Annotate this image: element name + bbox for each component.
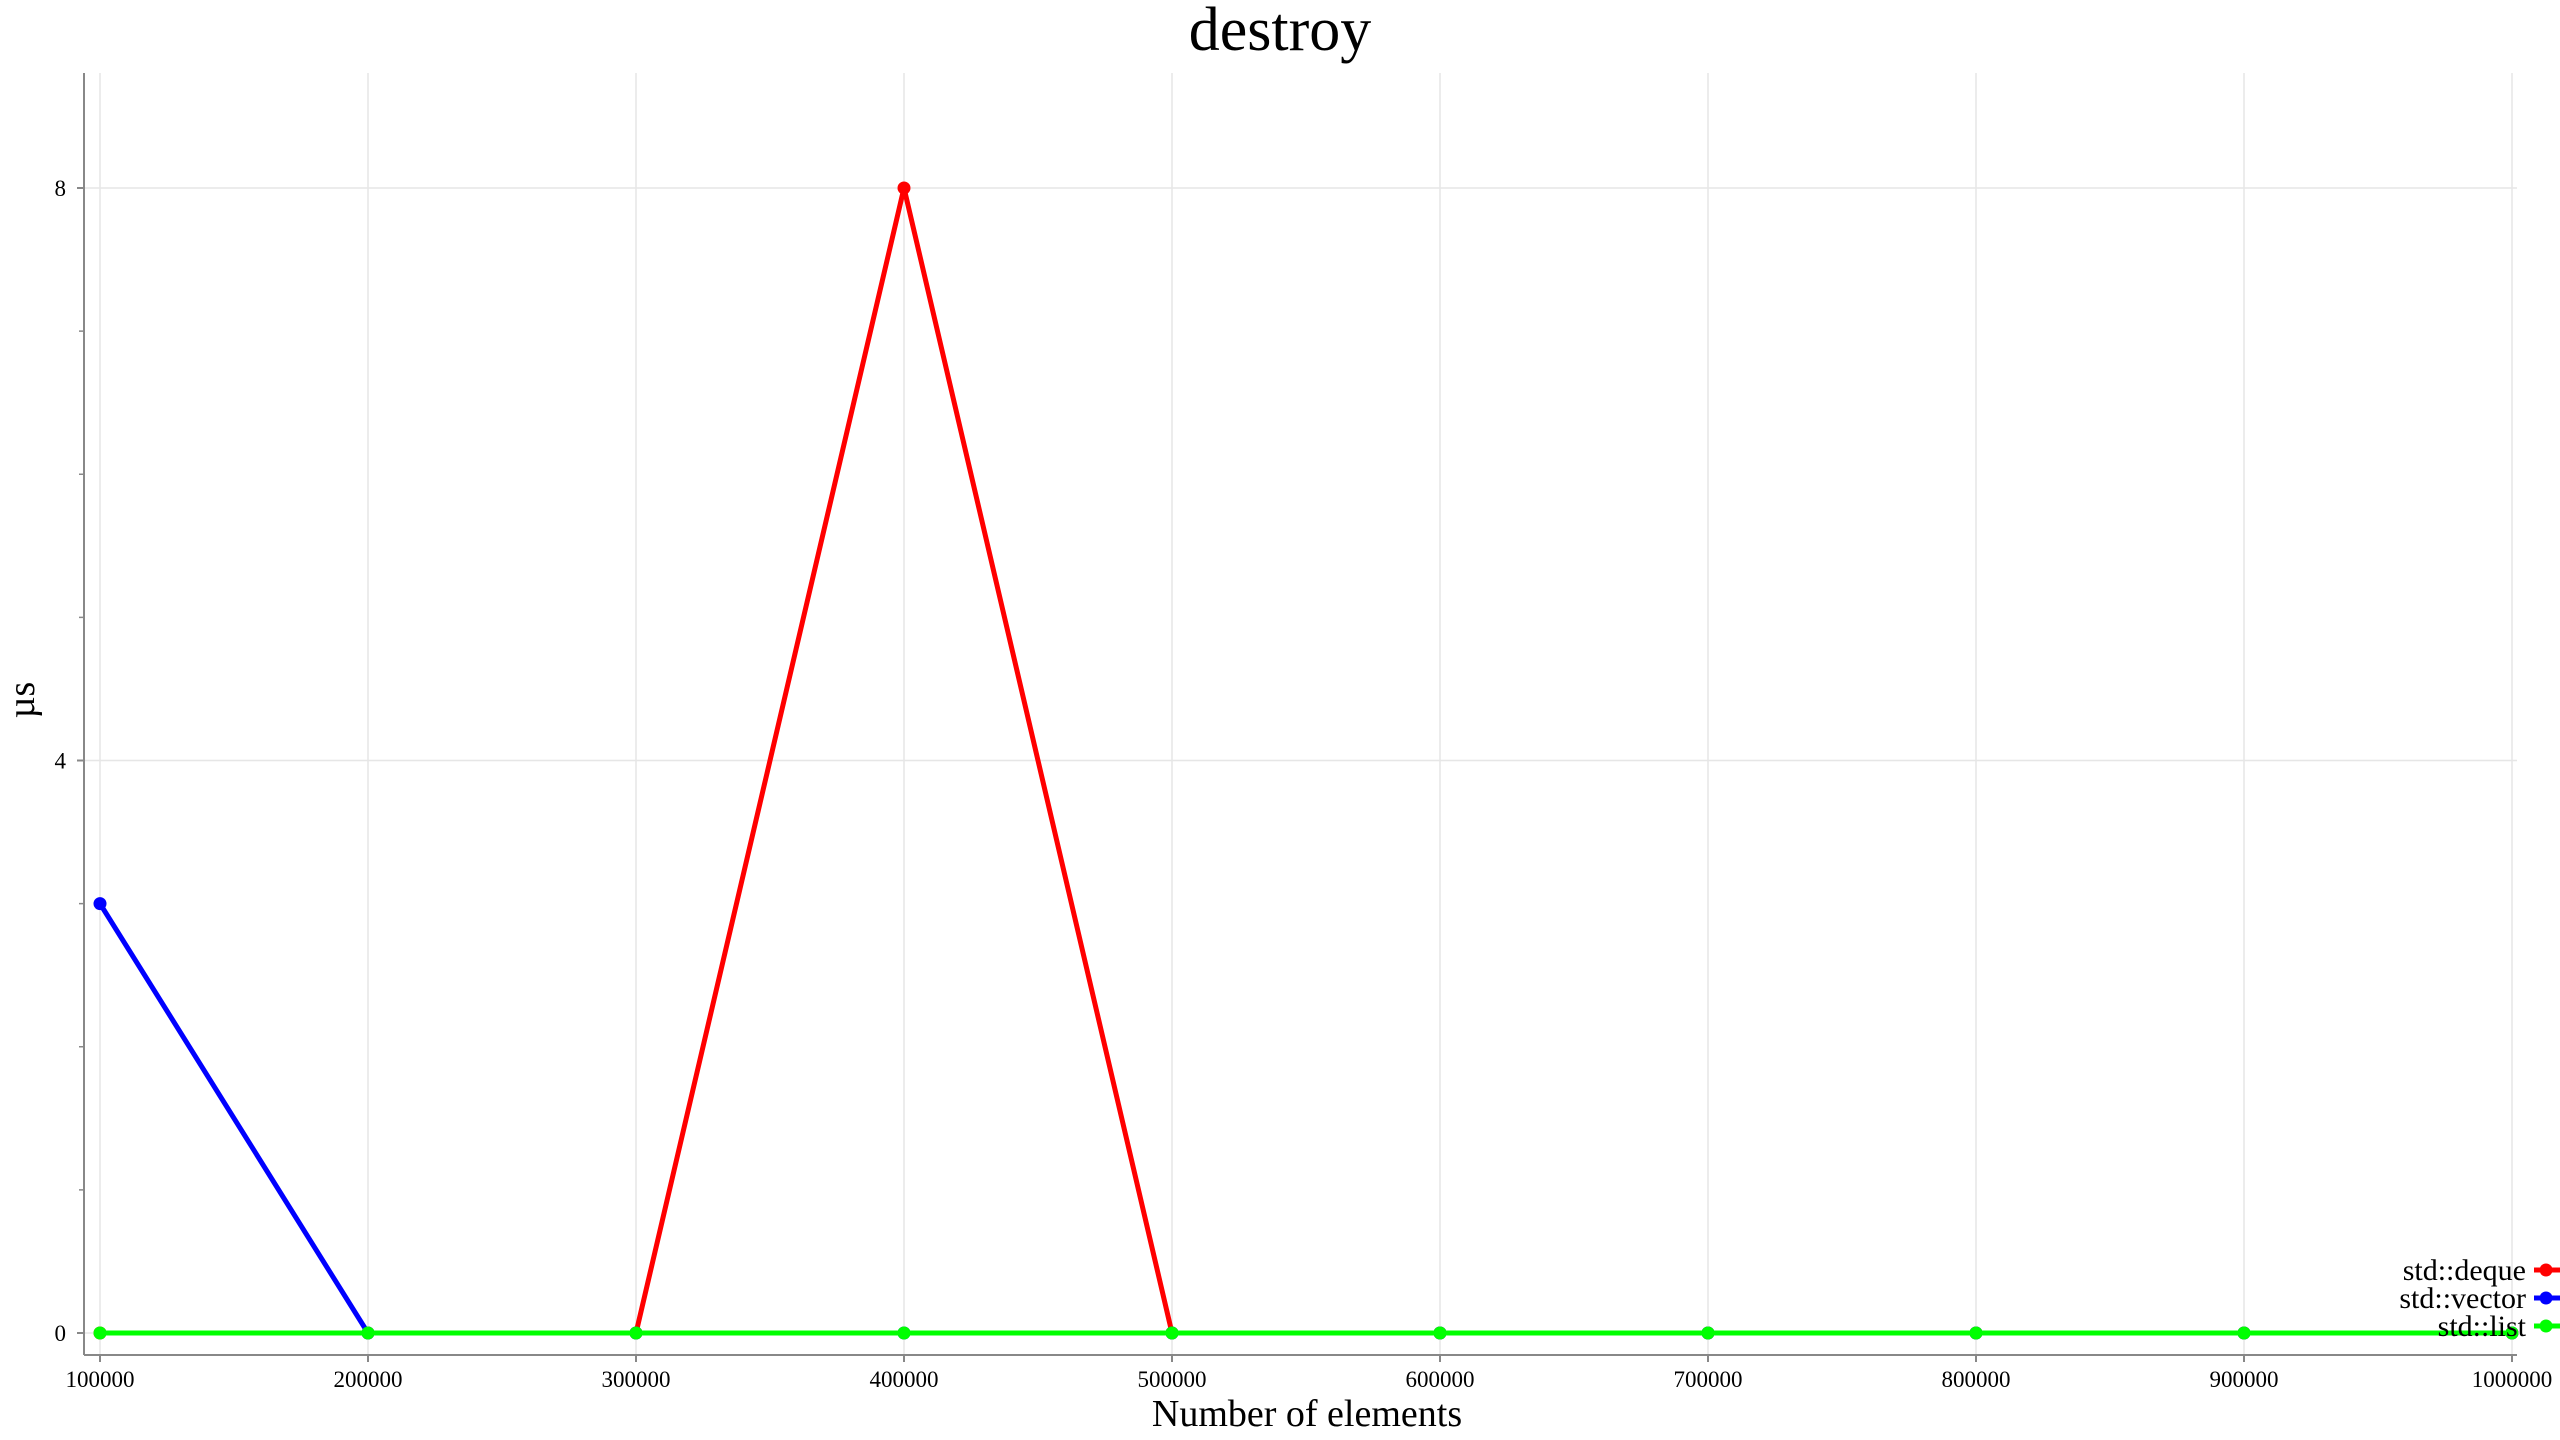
- axes: [83, 73, 2517, 1356]
- legend-label: std::deque: [2403, 1254, 2526, 1287]
- x-axis-label: Number of elements: [1152, 1393, 1462, 1435]
- legend-swatch-marker: [2539, 1319, 2553, 1333]
- x-tick-label: 400000: [870, 1367, 939, 1392]
- y-axis-label: µs: [1, 682, 43, 719]
- x-tick-label: 200000: [334, 1367, 403, 1392]
- y-ticks: 0 4 8: [55, 176, 84, 1346]
- x-tick-label: 300000: [602, 1367, 671, 1392]
- series-std-vector: [93, 897, 2519, 1340]
- data-point: [93, 897, 107, 911]
- data-point: [1701, 1326, 1715, 1340]
- series-std-list: [93, 1326, 2519, 1340]
- x-tick-label: 500000: [1138, 1367, 1207, 1392]
- legend-label: std::vector: [2399, 1282, 2526, 1315]
- data-point: [897, 181, 911, 195]
- chart-title: destroy: [1189, 0, 1372, 64]
- x-tick-label: 700000: [1674, 1367, 1743, 1392]
- y-tick-label: 0: [55, 1321, 67, 1346]
- data-point: [2505, 1326, 2519, 1340]
- data-point: [1433, 1326, 1447, 1340]
- data-point: [361, 1326, 375, 1340]
- grid: [84, 73, 2517, 1355]
- legend-swatch-marker: [2539, 1291, 2553, 1305]
- data-point: [93, 1326, 107, 1340]
- x-tick-label: 600000: [1406, 1367, 1475, 1392]
- x-tick-label: 900000: [2210, 1367, 2279, 1392]
- x-ticks: 100000 200000 300000 400000 500000 600000 7000…: [66, 1355, 2553, 1392]
- data-point: [2237, 1326, 2251, 1340]
- series-group: [93, 181, 2519, 1340]
- y-tick-label: 8: [55, 176, 67, 201]
- y-tick-label: 4: [55, 749, 67, 774]
- x-tick-label: 100000: [66, 1367, 135, 1392]
- legend-swatch-marker: [2539, 1263, 2553, 1277]
- legend-label: std::list: [2438, 1310, 2527, 1343]
- series-line: [97, 902, 2512, 1336]
- data-point: [1165, 1326, 1179, 1340]
- data-point: [1969, 1326, 1983, 1340]
- x-tick-label: 1000000: [2472, 1367, 2553, 1392]
- data-point: [629, 1326, 643, 1340]
- x-tick-label: 800000: [1942, 1367, 2011, 1392]
- data-point: [897, 1326, 911, 1340]
